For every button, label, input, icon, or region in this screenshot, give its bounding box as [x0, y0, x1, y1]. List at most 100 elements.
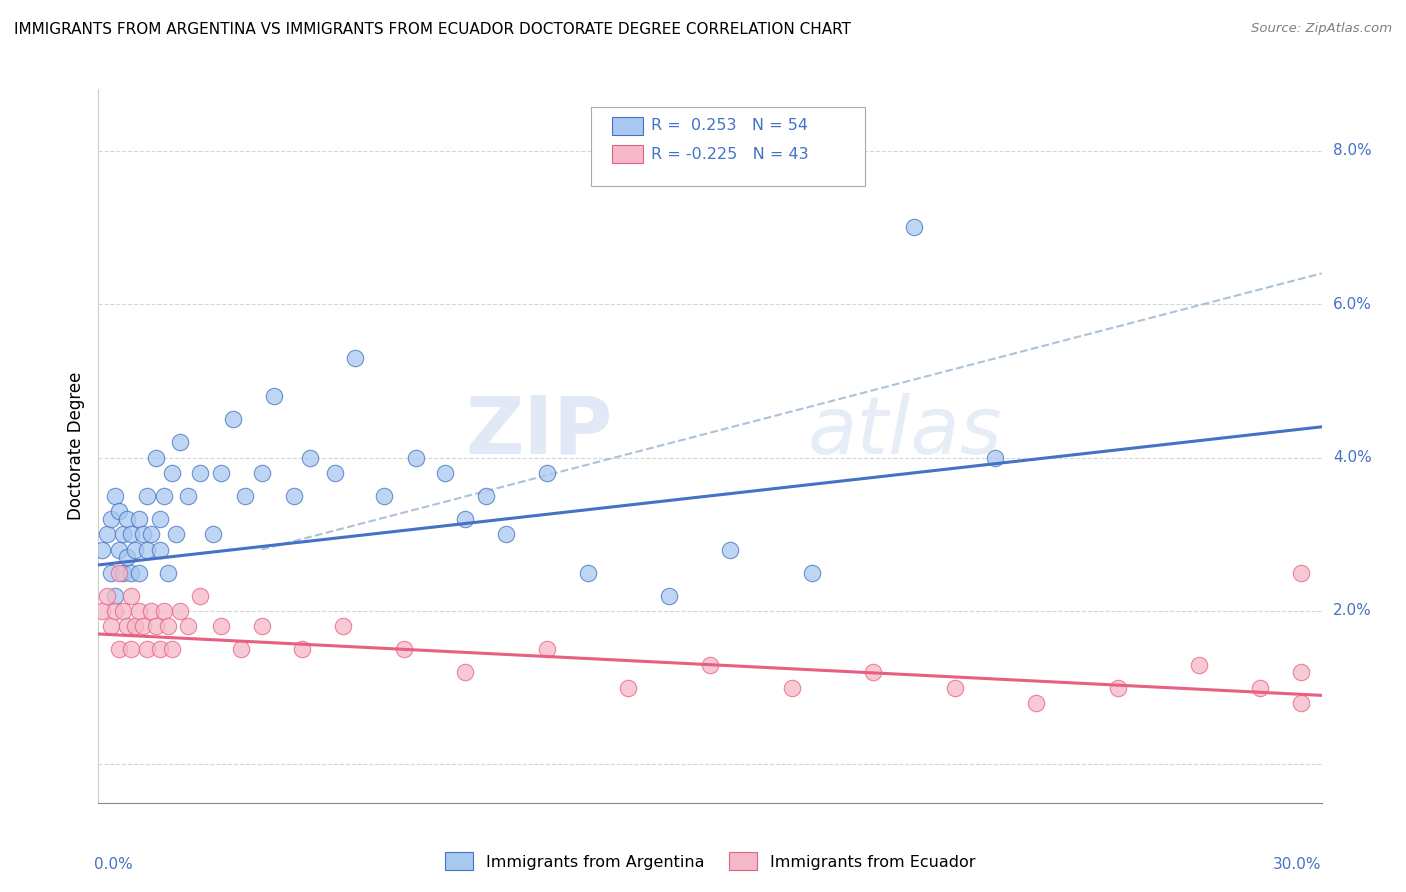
Point: [120, 566, 142, 580]
Point: [104, 589, 127, 603]
Point: [1291, 566, 1313, 580]
Point: [169, 435, 191, 450]
Point: [111, 527, 134, 541]
Point: [222, 412, 245, 426]
Point: [188, 466, 212, 480]
Point: [100, 619, 122, 633]
Point: [1291, 665, 1313, 680]
Point: [291, 642, 314, 657]
Text: IMMIGRANTS FROM ARGENTINA VS IMMIGRANTS FROM ECUADOR DOCTORATE DEGREE CORRELATIO: IMMIGRANTS FROM ARGENTINA VS IMMIGRANTS …: [14, 22, 851, 37]
Point: [862, 665, 884, 680]
Point: [903, 220, 925, 235]
Point: [120, 642, 142, 657]
Point: [617, 681, 640, 695]
Point: [124, 619, 146, 633]
Text: 8.0%: 8.0%: [1333, 143, 1371, 158]
Point: [136, 642, 159, 657]
Point: [108, 642, 131, 657]
Point: [201, 527, 224, 541]
Point: [104, 604, 127, 618]
Point: [96, 527, 118, 541]
Point: [1188, 657, 1211, 672]
Point: [169, 604, 191, 618]
Point: [209, 466, 232, 480]
Text: 30.0%: 30.0%: [1274, 856, 1322, 871]
Point: [111, 604, 134, 618]
Point: [156, 619, 179, 633]
Text: R =  0.253   N = 54: R = 0.253 N = 54: [651, 119, 808, 133]
Point: [209, 619, 232, 633]
Point: [149, 512, 172, 526]
Point: [128, 512, 150, 526]
Point: [124, 542, 146, 557]
Point: [718, 542, 742, 557]
Point: [392, 642, 416, 657]
Point: [152, 489, 174, 503]
Point: [658, 589, 681, 603]
Point: [104, 489, 127, 503]
Point: [136, 489, 159, 503]
Text: ZIP: ZIP: [465, 392, 612, 471]
Point: [576, 566, 599, 580]
Text: 6.0%: 6.0%: [1333, 296, 1372, 311]
Point: [188, 589, 212, 603]
Point: [115, 619, 138, 633]
Point: [405, 450, 427, 465]
Point: [780, 681, 803, 695]
Point: [283, 489, 305, 503]
Point: [120, 589, 142, 603]
Y-axis label: Doctorate Degree: Doctorate Degree: [66, 372, 84, 520]
Point: [323, 466, 346, 480]
Point: [145, 619, 167, 633]
Point: [344, 351, 367, 365]
Point: [1107, 681, 1129, 695]
Point: [495, 527, 517, 541]
Point: [115, 512, 138, 526]
Text: 2.0%: 2.0%: [1333, 604, 1371, 618]
Text: Source: ZipAtlas.com: Source: ZipAtlas.com: [1251, 22, 1392, 36]
Point: [984, 450, 1007, 465]
Point: [177, 619, 200, 633]
Point: [1249, 681, 1271, 695]
Point: [474, 489, 498, 503]
Point: [141, 604, 163, 618]
Point: [111, 566, 134, 580]
Text: atlas: atlas: [808, 392, 1002, 471]
Point: [91, 604, 114, 618]
Point: [536, 642, 558, 657]
Point: [149, 642, 172, 657]
Point: [1025, 696, 1047, 710]
Point: [96, 589, 118, 603]
Legend: Immigrants from Argentina, Immigrants from Ecuador: Immigrants from Argentina, Immigrants fr…: [439, 846, 981, 877]
Point: [128, 566, 150, 580]
Point: [136, 542, 159, 557]
Point: [454, 512, 477, 526]
Point: [132, 619, 155, 633]
Point: [115, 550, 138, 565]
Point: [250, 619, 273, 633]
Point: [263, 389, 285, 403]
Point: [233, 489, 256, 503]
Point: [132, 527, 155, 541]
Text: 4.0%: 4.0%: [1333, 450, 1371, 465]
Text: R = -0.225   N = 43: R = -0.225 N = 43: [651, 147, 808, 161]
Point: [1291, 696, 1313, 710]
Point: [141, 527, 163, 541]
Point: [145, 450, 167, 465]
Point: [801, 566, 824, 580]
Point: [373, 489, 395, 503]
Point: [108, 566, 131, 580]
Point: [943, 681, 966, 695]
Point: [120, 527, 142, 541]
Point: [434, 466, 457, 480]
Point: [454, 665, 477, 680]
Point: [250, 466, 273, 480]
Point: [231, 642, 253, 657]
Text: 0.0%: 0.0%: [94, 856, 134, 871]
Point: [152, 604, 174, 618]
Point: [165, 527, 187, 541]
Point: [299, 450, 322, 465]
Point: [160, 466, 183, 480]
Point: [108, 542, 131, 557]
Point: [332, 619, 354, 633]
